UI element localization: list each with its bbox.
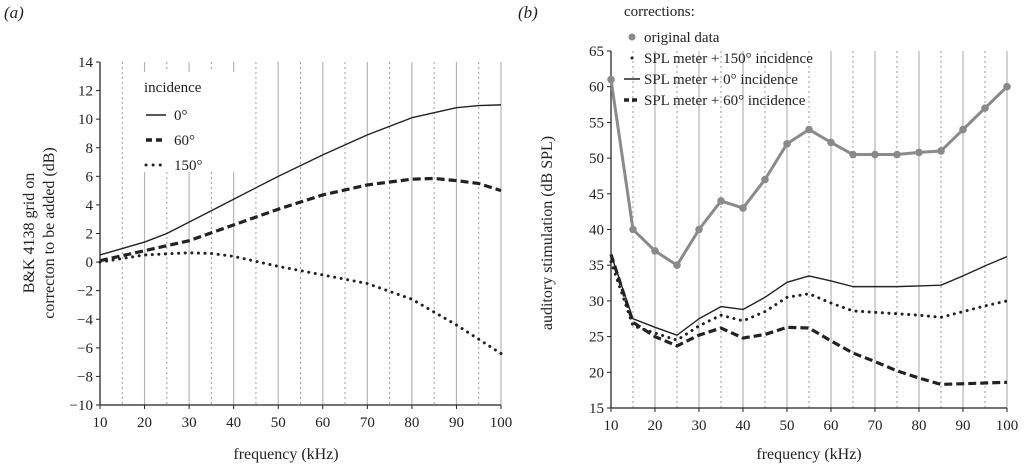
series-group-b [607, 75, 1011, 387]
legend-b-swatch-1 [630, 56, 634, 60]
x-tick-label-a-10: 10 [93, 415, 108, 431]
x-tick-label-a-30: 30 [182, 415, 197, 431]
data-point-b-0-4 [695, 225, 703, 234]
chart-b: (b) 10 20 30 40 50 60 70 80 90 100 15 20 25 30 35 40 45 5… [518, 3, 1018, 463]
data-point-b-0-7 [761, 175, 769, 184]
data-point-b-0-10 [827, 138, 835, 147]
grid-b [610, 51, 1008, 409]
data-point-b-0-13 [893, 150, 901, 159]
legend-a-entry-2: 150° [174, 158, 203, 174]
series-group-a [98, 104, 503, 356]
data-point-b-0-2 [651, 247, 659, 255]
ticks-b: 10 20 30 40 50 60 70 80 90 100 15 20 25 30 35 40 45 50 55 6… [589, 44, 1018, 434]
y-tick-label-a--4: −4 [77, 312, 93, 328]
data-point-b-0-5 [717, 197, 725, 205]
x-tick-label-b-40: 40 [736, 418, 751, 434]
y-tick-label-b-20: 20 [589, 365, 604, 381]
legend-a-entry-1: 60° [174, 133, 195, 149]
data-point-b-0-15 [937, 147, 945, 155]
x-tick-label-b-60: 60 [824, 418, 839, 434]
data-point-b-0-6 [739, 204, 747, 212]
series-line-a-2 [98, 251, 503, 356]
series-line-b-1 [609, 260, 1009, 342]
y-tick-label-b-65: 65 [589, 44, 604, 60]
y-tick-label-b-60: 60 [589, 80, 604, 96]
legend-b-swatch-0 [628, 33, 636, 41]
y-tick-label-a--6: −6 [77, 341, 93, 357]
x-tick-label-b-50: 50 [780, 418, 795, 434]
data-point-b-0-12 [871, 150, 879, 159]
data-point-b-0-17 [981, 104, 989, 112]
data-point-b-0-8 [783, 140, 791, 148]
y-tick-label-a-0: 0 [86, 255, 94, 271]
x-tick-label-a-40: 40 [226, 415, 241, 431]
data-point-b-0-14 [915, 148, 923, 157]
x-tick-label-b-10: 10 [604, 418, 619, 434]
data-point-b-0-3 [673, 261, 681, 270]
y-tick-label-a--8: −8 [77, 369, 93, 385]
y-axis-label-a-line2: correcton to be added (dB) [41, 147, 58, 318]
x-tick-label-b-70: 70 [868, 418, 883, 434]
y-tick-label-b-25: 25 [589, 330, 604, 346]
x-tick-label-a-90: 90 [449, 415, 464, 431]
legend-a: incidence 0° 60° 150° [134, 72, 252, 174]
x-tick-label-b-80: 80 [912, 418, 927, 434]
x-axis-label-b: frequency (kHz) [756, 446, 861, 463]
x-tick-label-b-20: 20 [648, 418, 663, 434]
legend-a-background [134, 72, 252, 172]
x-tick-label-a-100: 100 [490, 415, 513, 431]
x-axis-label-a: frequency (kHz) [233, 446, 338, 463]
y-tick-label-b-40: 40 [589, 223, 604, 239]
y-axis-label-a-line1: B&K 4138 grid on [21, 173, 38, 293]
chart-a: (a) 10 20 30 40 50 60 70 80 90 100 −10 −8 −6 −4 −2 0 2 4 6… [4, 3, 512, 463]
legend-a-title: incidence [144, 80, 202, 96]
data-point-b-0-9 [805, 125, 813, 134]
y-tick-label-b-50: 50 [589, 151, 604, 167]
data-point-b-0-0 [607, 75, 615, 84]
y-tick-label-b-45: 45 [589, 187, 604, 203]
legend-b-entry-3: SPL meter + 60° incidence [644, 93, 806, 109]
y-tick-label-a-4: 4 [86, 198, 94, 214]
legend-b-title: corrections: [624, 4, 695, 20]
data-point-b-0-11 [849, 150, 857, 159]
y-tick-label-b-55: 55 [589, 115, 604, 131]
panel-label-a: (a) [4, 3, 24, 22]
series-line-a-0 [99, 104, 502, 256]
y-tick-label-a-14: 14 [78, 55, 94, 71]
x-tick-label-a-50: 50 [271, 415, 286, 431]
y-tick-label-b-30: 30 [589, 294, 604, 310]
x-tick-label-a-20: 20 [137, 415, 152, 431]
y-tick-label-a-2: 2 [86, 227, 94, 243]
data-point-b-0-16 [959, 125, 967, 134]
series-line-a-1 [99, 176, 502, 263]
x-tick-label-a-60: 60 [315, 415, 330, 431]
y-tick-label-a-8: 8 [86, 141, 94, 157]
y-tick-label-a--10: −10 [70, 398, 93, 414]
x-tick-label-b-100: 100 [996, 418, 1019, 434]
y-tick-label-a-10: 10 [78, 112, 93, 128]
series-line-b-3 [609, 253, 1008, 387]
legend-b-entry-0: original data [644, 30, 720, 46]
series-line-b-2 [610, 254, 1008, 336]
x-tick-label-a-70: 70 [360, 415, 375, 431]
data-point-b-0-1 [629, 225, 637, 234]
y-tick-label-a-12: 12 [78, 84, 93, 100]
legend-b-entry-1: SPL meter + 150° incidence [644, 51, 813, 67]
data-point-b-0-18 [1003, 82, 1011, 91]
x-tick-label-a-80: 80 [404, 415, 419, 431]
y-tick-label-a-6: 6 [86, 169, 94, 185]
panel-label-b: (b) [518, 3, 538, 22]
y-tick-label-b-35: 35 [589, 258, 604, 274]
legend-b: corrections: original data SPL meter + 1… [624, 4, 813, 109]
legend-b-entry-2: SPL meter + 0° incidence [644, 72, 798, 88]
y-tick-label-a--2: −2 [77, 284, 93, 300]
y-axis-label-b: auditory stimulation (dB SPL) [539, 136, 556, 330]
ticks-a: 10 20 30 40 50 60 70 80 90 100 −10 −8 −6 −4 −2 0 2 4 6 8 10 1… [70, 55, 513, 431]
x-tick-label-b-30: 30 [692, 418, 707, 434]
x-tick-label-b-90: 90 [956, 418, 971, 434]
y-tick-label-b-15: 15 [589, 401, 604, 417]
legend-a-entry-0: 0° [174, 108, 188, 124]
